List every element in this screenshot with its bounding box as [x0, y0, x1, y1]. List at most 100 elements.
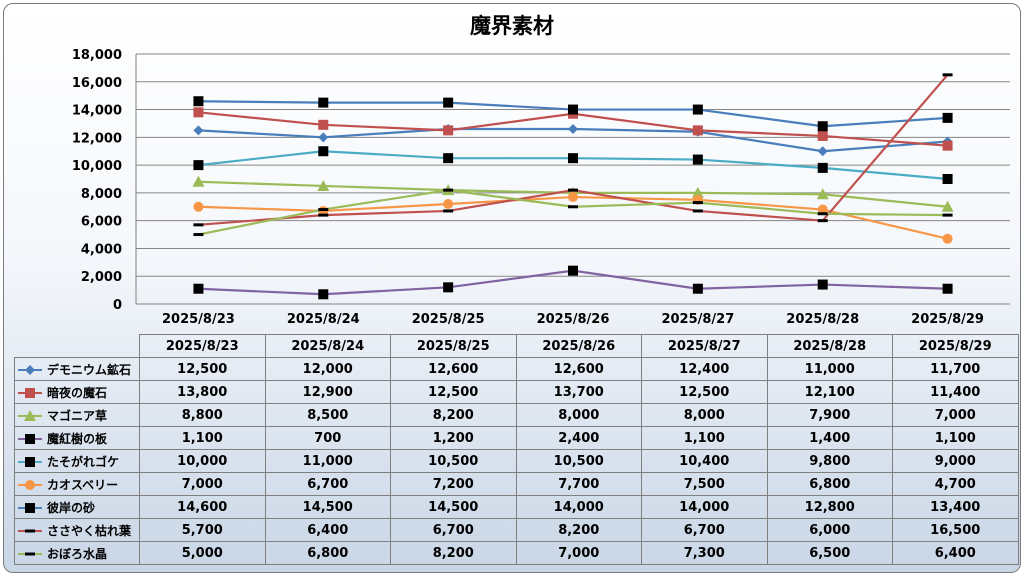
- data-point: [692, 125, 703, 136]
- table-cell-value: 10,500: [390, 449, 517, 473]
- table-cell-value: 12,600: [515, 357, 642, 381]
- table-cell-value: 7,900: [766, 403, 893, 427]
- table-row: 暗夜の魔石 13,800 12,900 12,500 13,700 12,500 12,10…: [14, 380, 1019, 404]
- table-cell-value: 13,800: [139, 380, 266, 404]
- series-name-label: おぼろ水晶: [47, 546, 108, 561]
- data-point: [193, 160, 204, 171]
- data-point: [318, 119, 329, 130]
- data-point: [691, 186, 704, 198]
- data-point: [193, 107, 204, 118]
- series-name-label: 暗夜の魔石: [47, 385, 108, 400]
- data-point: [942, 283, 953, 294]
- table-row: 魔紅樹の板 1,100 700 1,200 2,400 1,100 1,400 1,100: [14, 426, 1019, 450]
- legend-key-icon: [18, 388, 42, 398]
- table-cell-value: 7,700: [515, 472, 642, 496]
- data-point: [568, 265, 578, 276]
- data-point: [568, 192, 578, 203]
- table-cell-value: 14,000: [515, 495, 642, 519]
- data-point: [817, 146, 828, 157]
- x-tick-label: 2025/8/24: [287, 312, 360, 327]
- data-point: [817, 279, 828, 290]
- series-group: [193, 192, 953, 244]
- series-name-label: マゴニア草: [47, 408, 108, 423]
- table-cell-value: 11,700: [892, 357, 1019, 381]
- data-table: 2025/8/23 2025/8/24 2025/8/25 2025/8/26 2025…: [14, 334, 1019, 565]
- data-point: [317, 179, 330, 191]
- data-point: [318, 146, 329, 157]
- table-cell-value: 5,000: [139, 541, 266, 565]
- table-cell-value: 7,200: [390, 472, 517, 496]
- legend-entry: 暗夜の魔石: [14, 380, 140, 404]
- table-cell-value: 8,200: [515, 518, 642, 542]
- x-tick-label: 2025/8/29: [911, 312, 984, 327]
- table-cell-value: 700: [264, 426, 391, 450]
- table-cell-value: 14,500: [264, 495, 391, 519]
- table-column-header: 2025/8/27: [641, 334, 768, 358]
- table-cell-value: 6,700: [390, 518, 517, 542]
- series-group: [193, 96, 953, 132]
- table-cell-value: 6,400: [892, 541, 1019, 565]
- table-row: おぼろ水晶 5,000 6,800 8,200 7,000 7,300 6,500 6,400: [14, 541, 1019, 565]
- data-point: [25, 503, 35, 513]
- series-name-label: デモニウム鉱石: [47, 362, 132, 377]
- data-point: [942, 112, 953, 123]
- data-point: [568, 104, 578, 115]
- series-group: [193, 73, 953, 227]
- data-point: [692, 209, 703, 213]
- legend-entry: 魔紅樹の板: [14, 426, 140, 450]
- legend-key-icon: [18, 529, 42, 533]
- table-cell-value: 10,500: [515, 449, 642, 473]
- table-cell-value: 12,000: [264, 357, 391, 381]
- data-table-header-row: 2025/8/23 2025/8/24 2025/8/25 2025/8/26 2025…: [14, 334, 1019, 358]
- data-point: [817, 219, 828, 223]
- x-tick-label: 2025/8/27: [661, 312, 734, 327]
- data-point: [193, 125, 204, 136]
- legend-key-icon: [18, 552, 42, 556]
- y-tick-label: 4,000: [81, 242, 122, 257]
- data-point: [941, 200, 954, 212]
- table-row: たそがれゴケ 10,000 11,000 10,500 10,500 10,400 9,80…: [14, 449, 1019, 473]
- legend-key-icon: [18, 410, 42, 421]
- table-cell-value: 1,200: [390, 426, 517, 450]
- data-point: [942, 233, 953, 244]
- data-point: [193, 283, 204, 294]
- table-column-header: 2025/8/28: [766, 334, 893, 358]
- data-point: [443, 125, 454, 136]
- data-point: [318, 97, 329, 108]
- data-point: [817, 121, 828, 132]
- table-cell-value: 11,400: [892, 380, 1019, 404]
- data-point: [692, 154, 703, 165]
- data-point: [816, 188, 829, 200]
- series-name-label: 魔紅樹の板: [47, 431, 108, 446]
- x-tick-label: 2025/8/26: [537, 312, 610, 327]
- y-tick-label: 2,000: [81, 270, 122, 285]
- table-cell-value: 1,100: [139, 426, 266, 450]
- table-cell-value: 14,600: [139, 495, 266, 519]
- table-cell-value: 8,800: [139, 403, 266, 427]
- data-table-corner: [14, 334, 140, 358]
- data-point: [443, 199, 454, 209]
- legend-key-icon: [18, 434, 42, 444]
- table-cell-value: 12,800: [766, 495, 893, 519]
- table-cell-value: 5,700: [139, 518, 266, 542]
- table-cell-value: 11,000: [766, 357, 893, 381]
- table-cell-value: 7,000: [892, 403, 1019, 427]
- data-point: [443, 188, 454, 192]
- series-name-label: ささやく枯れ葉: [47, 523, 132, 538]
- table-cell-value: 4,700: [892, 472, 1019, 496]
- table-cell-value: 7,300: [641, 541, 768, 565]
- table-column-header: 2025/8/24: [264, 334, 391, 358]
- chart-title: 魔界素材: [470, 14, 554, 38]
- legend-entry: 彼岸の砂: [14, 495, 140, 519]
- data-point: [817, 204, 828, 215]
- series-group: [193, 265, 953, 300]
- table-cell-value: 6,800: [264, 541, 391, 565]
- legend-key-icon: [18, 503, 42, 513]
- data-point: [25, 434, 35, 444]
- data-point: [192, 175, 205, 187]
- data-point: [25, 480, 35, 490]
- legend-entry: カオスベリー: [14, 472, 140, 496]
- series-group: [193, 188, 953, 237]
- table-cell-value: 12,900: [264, 380, 391, 404]
